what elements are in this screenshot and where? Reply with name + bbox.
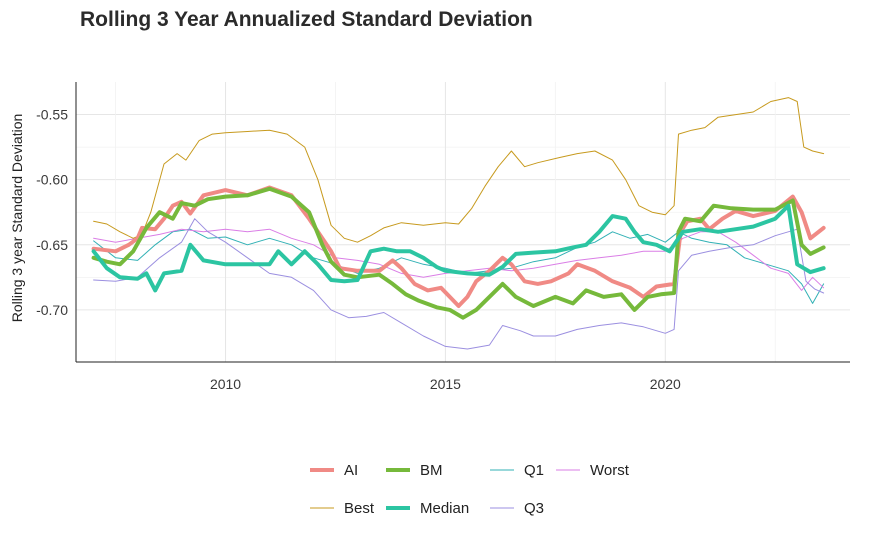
axes [75, 82, 850, 363]
series-line-q1 [93, 228, 825, 304]
legend-label-best: Best [344, 500, 375, 517]
legend-label-ai: AI [344, 462, 358, 479]
y-tick-label: -0.55 [36, 107, 68, 123]
x-tick-labels: 2010 2015 2020 [210, 376, 681, 392]
y-axis-title: Rolling 3 year Standard Deviation [9, 114, 25, 323]
series-line-bm [91, 186, 826, 320]
legend: AI BM Q1 Worst Best Median Q3 [310, 462, 630, 517]
gridlines [76, 82, 850, 362]
series-line-q3 [93, 218, 825, 350]
legend-label-worst: Worst [590, 462, 630, 479]
series-lines [91, 97, 826, 350]
legend-label-q3: Q3 [524, 500, 544, 517]
legend-label-bm: BM [420, 462, 443, 479]
series-line-best [93, 97, 825, 243]
series-line-median [91, 203, 826, 293]
x-tick-label: 2020 [650, 376, 681, 392]
legend-label-q1: Q1 [524, 462, 544, 479]
x-tick-label: 2015 [430, 376, 461, 392]
chart-title: Rolling 3 Year Annualized Standard Devia… [80, 8, 533, 31]
x-tick-label: 2010 [210, 376, 241, 392]
y-tick-label: -0.70 [36, 302, 68, 318]
y-tick-labels: -0.55 -0.60 -0.65 -0.70 [36, 107, 68, 318]
y-tick-label: -0.60 [36, 172, 68, 188]
y-tick-label: -0.65 [36, 237, 68, 253]
legend-label-median: Median [420, 500, 469, 517]
